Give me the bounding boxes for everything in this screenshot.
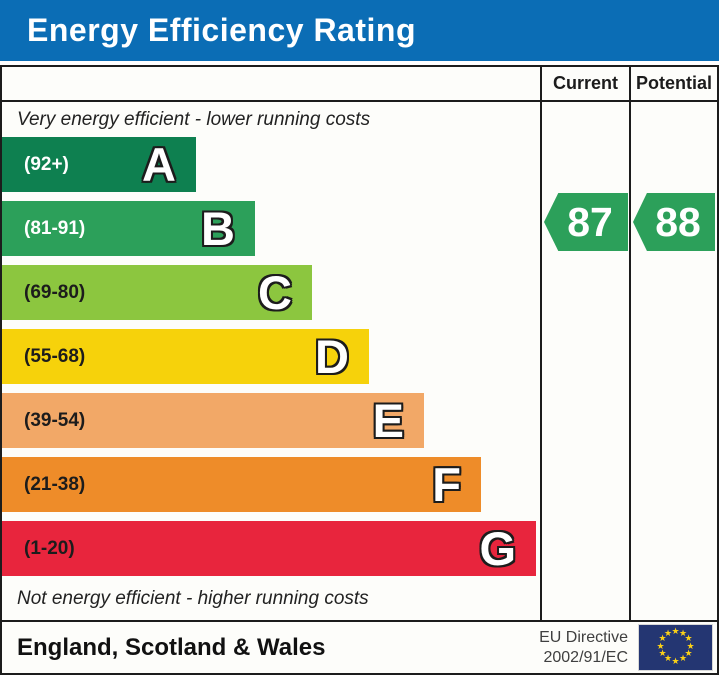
eu-directive-line1: EU Directive: [539, 628, 628, 646]
band-list: (92+) A (81-91) B (69-80) C (55-68) D (39-54) E (2…: [2, 137, 536, 576]
bottom-note: Not energy efficient - higher running co…: [17, 588, 369, 609]
band-letter: B: [201, 202, 235, 255]
band-f: (21-38) F: [2, 457, 481, 512]
eu-flag-star: ★: [656, 640, 665, 651]
eu-flag-star: ★: [678, 653, 688, 664]
eu-directive-line2: 2002/91/EC: [543, 648, 628, 666]
band-d: (55-68) D: [2, 329, 369, 384]
eu-flag-star: ★: [671, 655, 680, 666]
eu-flag-star: ★: [663, 653, 673, 664]
eu-flag-star: ★: [658, 648, 667, 658]
band-e: (39-54) E: [2, 393, 424, 448]
eu-flag-star: ★: [663, 627, 673, 638]
band-letter: D: [315, 330, 349, 383]
band-c: (69-80) C: [2, 265, 312, 320]
band-range-label: (69-80): [24, 281, 86, 303]
eu-flag-star: ★: [686, 640, 695, 651]
band-letter: E: [372, 394, 404, 447]
column-divider-current: [540, 67, 542, 622]
band-g: (1-20) G: [2, 521, 536, 576]
eu-flag-star: ★: [671, 625, 680, 636]
current-rating-marker: 87: [544, 193, 628, 251]
current-rating-value: 87: [567, 198, 613, 245]
title-banner: Energy Efficiency Rating: [0, 0, 719, 61]
band-a: (92+) A: [2, 137, 196, 192]
eu-directive-label: EU Directive 2002/91/EC: [539, 628, 628, 668]
page-title: Energy Efficiency Rating: [27, 12, 416, 48]
eu-flag-star: ★: [678, 627, 688, 638]
eu-flag-star: ★: [684, 648, 693, 658]
region-label: England, Scotland & Wales: [17, 633, 326, 661]
eu-flag-icon: ★ ★ ★ ★ ★ ★ ★ ★ ★ ★ ★ ★: [638, 624, 713, 671]
band-range-label: (92+): [24, 153, 69, 175]
band-letter: C: [258, 266, 292, 319]
footer-row-divider: [2, 620, 717, 622]
band-range-label: (21-38): [24, 473, 86, 495]
eu-flag-star: ★: [684, 633, 693, 643]
footer-row: England, Scotland & Wales EU Directive 2…: [2, 622, 717, 673]
band-letter: A: [142, 138, 176, 191]
band-b: (81-91) B: [2, 201, 255, 256]
potential-column-header: Potential: [635, 73, 712, 93]
rating-table: Current Potential Very energy efficient …: [0, 65, 719, 675]
band-range-label: (39-54): [24, 409, 86, 431]
band-letter: F: [432, 458, 461, 511]
eu-flag-star: ★: [658, 633, 667, 643]
potential-rating-marker: 88: [633, 193, 715, 251]
top-note: Very energy efficient - lower running co…: [17, 109, 371, 130]
band-range-label: (55-68): [24, 345, 86, 367]
current-column-header: Current: [552, 73, 618, 93]
potential-rating-value: 88: [655, 198, 701, 245]
band-letter: G: [479, 522, 516, 575]
band-range-label: (81-91): [24, 217, 86, 239]
band-range-label: (1-20): [24, 537, 75, 559]
column-divider-potential: [629, 67, 631, 622]
header-row-divider: [2, 100, 717, 102]
